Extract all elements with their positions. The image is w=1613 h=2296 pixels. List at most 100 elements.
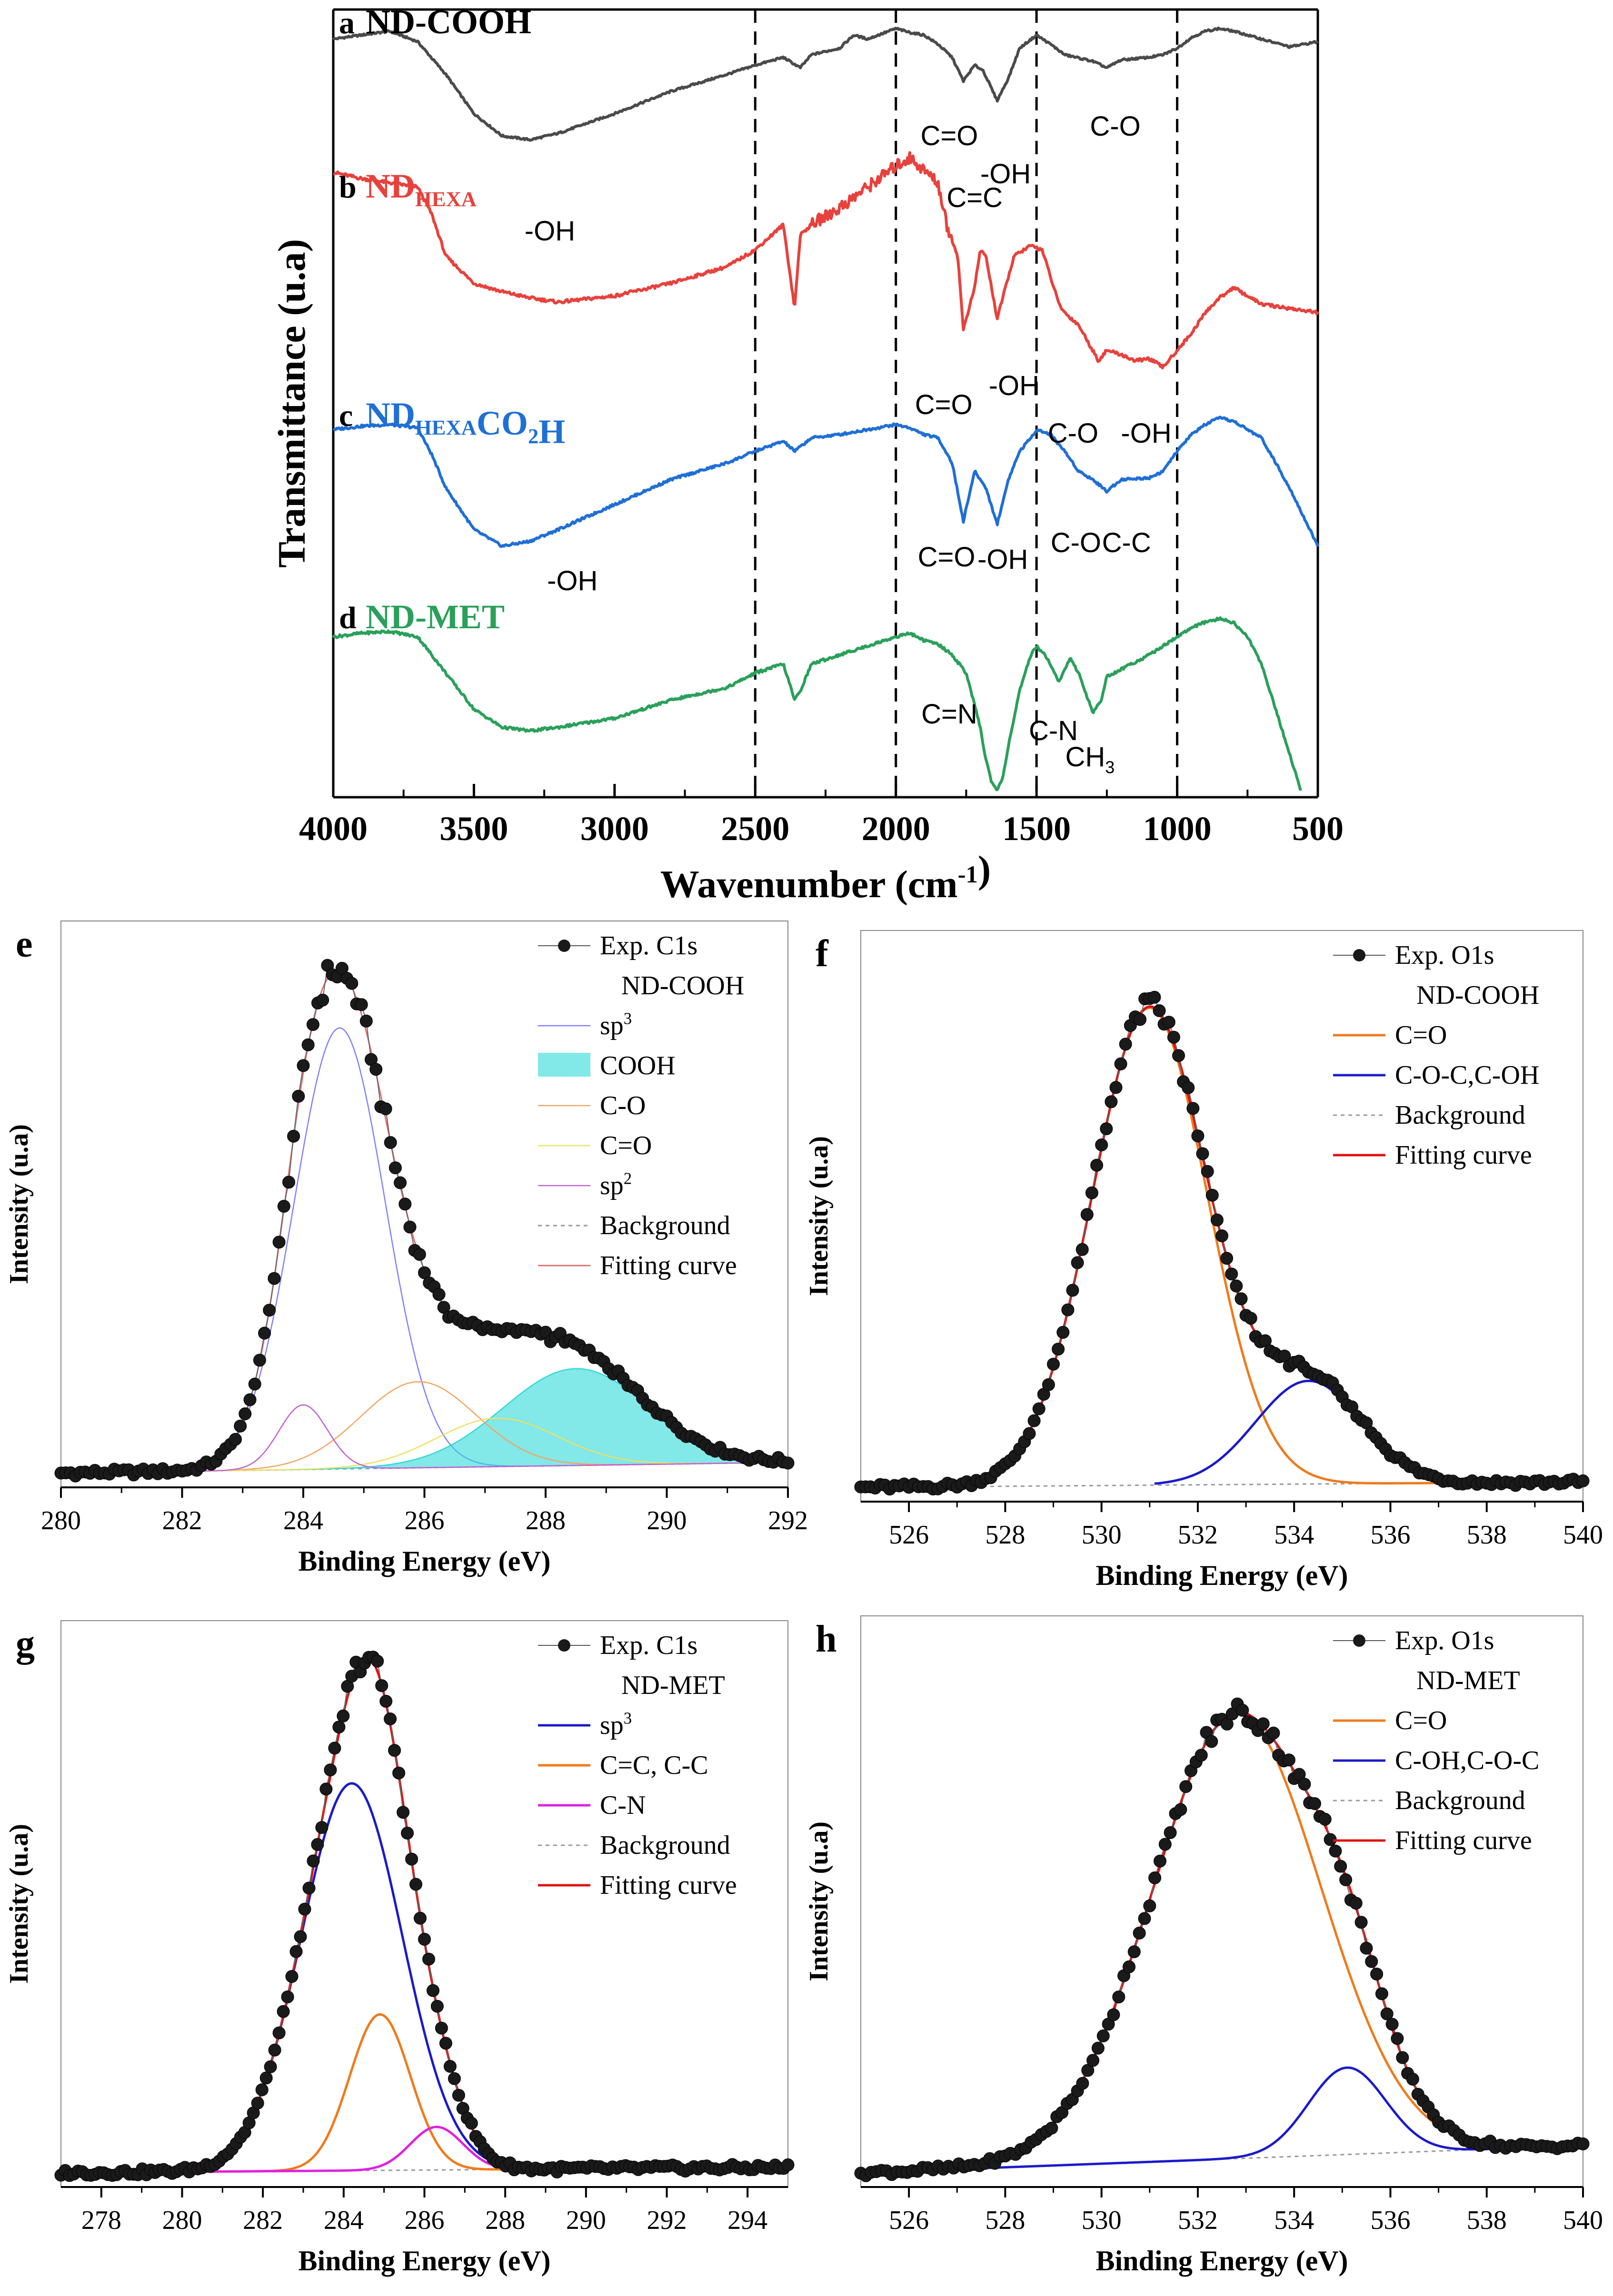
xps-exp-point <box>1112 1990 1125 2004</box>
text-span: C=C <box>946 182 1003 213</box>
xps-x-tick-label: 528 <box>985 1520 1025 1550</box>
xps-exp-point <box>394 1176 407 1189</box>
xps-exp-point <box>1027 1414 1041 1427</box>
xps-exp-point <box>781 1456 795 1470</box>
ftir-x-tick-label: 2000 <box>862 810 930 848</box>
xps-exp-point <box>1298 1778 1311 1791</box>
xps-x-tick-label: 534 <box>1274 2206 1314 2235</box>
xps-panel-f: 526 528 530 532 534 536 538 540 Binding Energy (… <box>804 930 1603 1591</box>
xps-exp-point <box>1191 1129 1205 1143</box>
xps-panel-letter: g <box>16 1623 35 1665</box>
xps-x-tick-label: 526 <box>889 2206 929 2235</box>
legend-entry: Exp. O1s <box>1395 1626 1494 1655</box>
xps-exp-point <box>292 1089 305 1103</box>
xps-exp-point <box>1267 1726 1280 1740</box>
xps-x-tick-label: 292 <box>768 1506 808 1535</box>
xps-x-tick-label: 282 <box>162 1506 202 1535</box>
xps-exp-point <box>388 1161 402 1175</box>
ftir-x-tick-label: 4000 <box>299 810 368 848</box>
legend-entry: Background <box>1395 1786 1525 1815</box>
xps-x-tick-label: 538 <box>1467 2206 1507 2235</box>
xps-panel-h: 526 528 530 532 534 536 538 540 Binding Energy (… <box>804 1615 1603 2276</box>
ftir-series-label: b NDHEXA <box>339 167 477 211</box>
ftir-series-name: ND-MET <box>366 598 505 636</box>
legend-entry: COOH <box>600 1051 676 1080</box>
xps-legend: Exp. O1s ND-COOH C=O C-O-C,C-OH Background Fi… <box>1333 940 1539 1170</box>
xps-exp-point <box>287 1129 300 1143</box>
legend-sample-dot <box>1353 1634 1365 1647</box>
xps-exp-point <box>259 2071 273 2085</box>
ftir-series-a <box>332 26 1319 142</box>
text-span: H <box>538 413 565 451</box>
text-span: HEXA <box>415 416 477 439</box>
xps-exp-point <box>452 2088 465 2102</box>
xps-legend: Exp. C1s ND-MET sp3 C=C, C-C C-N Background Fi… <box>538 1631 737 1900</box>
xps-x-tick-label: 280 <box>162 2206 202 2235</box>
xps-exp-point <box>298 1902 311 1916</box>
text-span: C-O <box>1090 111 1140 142</box>
xps-exp-point <box>409 1878 422 1891</box>
legend-entry: Background <box>600 1211 730 1240</box>
xps-x-tick-label: 532 <box>1178 2206 1218 2235</box>
xps-x-tick-label: 534 <box>1274 1520 1314 1550</box>
xps-exp-point <box>1195 1749 1208 1762</box>
xps-x-tick-label: 294 <box>727 2206 767 2235</box>
xps-exp-point <box>1153 1004 1166 1017</box>
xps-x-tick-label: 290 <box>566 2206 606 2235</box>
xps-exp-point <box>379 1694 393 1708</box>
xps-exp-point <box>430 1999 444 2013</box>
ftir-annotation: C=O <box>918 542 976 573</box>
legend-entry: Fitting curve <box>600 1870 737 1900</box>
xps-exp-point <box>1061 1303 1075 1316</box>
ftir-x-tick-label: 1500 <box>1002 810 1071 848</box>
xps-exp-point <box>443 2060 457 2073</box>
xps-exp-point <box>324 1763 337 1777</box>
xps-exp-point <box>448 2072 461 2085</box>
xps-exp-point <box>1186 1102 1200 1115</box>
ftir-annotation: CH3 <box>1065 742 1115 777</box>
xps-exp-point <box>277 2005 290 2018</box>
xps-x-tick-label: 290 <box>647 1506 687 1535</box>
legend-entry: Fitting curve <box>1395 1140 1532 1170</box>
xps-exp-point <box>1205 1188 1219 1202</box>
xps-exp-point <box>1154 1854 1166 1868</box>
text-span: C-O <box>1051 527 1101 558</box>
ftir-series-letter: a <box>339 6 355 40</box>
ftir-annotation: -OH <box>977 544 1028 575</box>
xps-exp-point <box>1109 1081 1123 1094</box>
xps-exp-point <box>1045 2121 1058 2135</box>
legend-entry: Exp. O1s <box>1395 940 1494 970</box>
xps-exp-point <box>1220 1717 1234 1731</box>
xps-exp-point <box>268 2043 281 2057</box>
text-span: -OH <box>547 565 597 596</box>
xps-exp-point <box>1148 1871 1162 1884</box>
text-span: C=N <box>921 699 977 730</box>
ftir-series-c <box>332 416 1319 548</box>
legend-entry: C=O <box>1395 1706 1447 1735</box>
xps-exp-point <box>268 1272 281 1285</box>
xps-x-tick-label: 278 <box>81 2206 121 2235</box>
xps-x-tick-label: 536 <box>1370 1520 1410 1550</box>
xps-x-axis-title: Binding Energy (eV) <box>1095 1560 1348 1591</box>
text-span: -OH <box>977 544 1028 575</box>
xps-x-tick-label: 532 <box>1178 1520 1218 1550</box>
xps-exp-point <box>243 1393 257 1406</box>
xps-exp-point <box>1235 1292 1248 1306</box>
xps-exp-point <box>1032 1402 1045 1415</box>
xps-exp-point <box>328 1742 341 1755</box>
xps-exp-point <box>435 2021 448 2035</box>
xps-exp-point <box>1158 1838 1172 1851</box>
xps-exp-point <box>289 1945 303 1958</box>
xps-x-tick-label: 528 <box>985 2206 1025 2235</box>
text-span: ND <box>366 396 415 434</box>
xps-fitting-curve <box>860 1711 1583 2174</box>
legend-entry: ND-MET <box>1416 1666 1520 1695</box>
xps-exp-point <box>1162 1016 1175 1029</box>
xps-exp-point <box>285 1970 299 1983</box>
xps-exp-point <box>306 1018 319 1031</box>
xps-exp-point <box>302 1881 316 1895</box>
legend-entry: Fitting curve <box>1395 1826 1532 1855</box>
xps-x-tick-label: 530 <box>1082 1520 1122 1550</box>
xps-x-axis-title: Binding Energy (eV) <box>298 2245 550 2276</box>
legend-entry: sp3 <box>600 1009 632 1040</box>
